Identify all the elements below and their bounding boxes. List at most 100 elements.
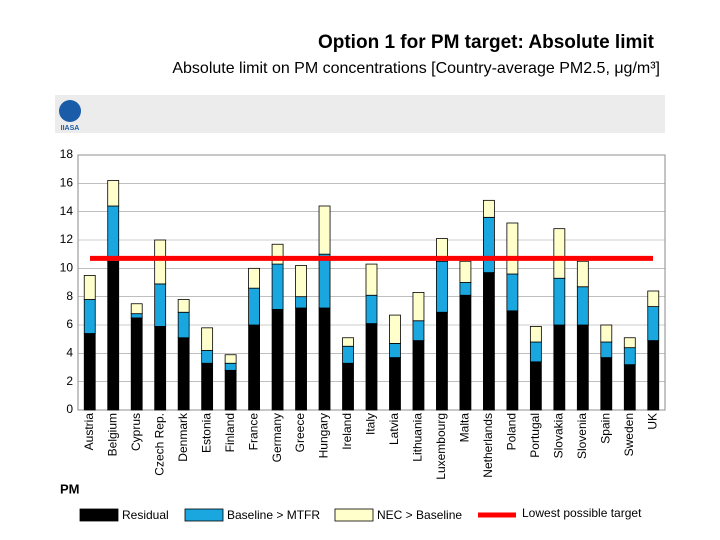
x-tick-label: Latvia (387, 413, 401, 445)
x-tick-label: France (246, 413, 260, 451)
y-tick-label: 18 (60, 147, 74, 161)
bar-segment (482, 216, 495, 273)
bar-segment (623, 364, 636, 411)
bar-segment (271, 309, 284, 411)
bar-segment (248, 267, 261, 289)
bar-segment (342, 337, 354, 347)
bar-segment (412, 320, 425, 341)
header-band (55, 95, 665, 133)
bar-segment (647, 340, 660, 411)
x-tick-label: Spain (598, 413, 612, 444)
bar-segment (318, 205, 331, 255)
bar-segment (365, 323, 378, 411)
bar-segment (154, 326, 167, 411)
bar-segment (271, 263, 284, 310)
bar-segment (130, 317, 143, 411)
x-tick-label: Czech Rep. (152, 413, 166, 476)
x-tick-label: Greece (293, 413, 307, 453)
bar-segment (600, 357, 613, 411)
bar-segment (224, 369, 237, 411)
legend-label: Baseline > MTFR (227, 508, 320, 522)
bar-segment (482, 199, 495, 218)
legend-label: Lowest possible target (522, 506, 642, 520)
bar-segment (365, 263, 378, 296)
y-tick-label: 16 (60, 176, 74, 190)
bar-segment (506, 222, 519, 275)
bar-segment (553, 277, 566, 326)
bar-segment (318, 307, 331, 411)
bar-segment (177, 337, 190, 411)
bar-segment (459, 260, 472, 283)
chart-subtitle: Absolute limit on PM concentrations [Cou… (172, 60, 660, 77)
y-tick-label: 12 (60, 232, 74, 246)
bar-segment (154, 283, 167, 327)
bar-segment (389, 357, 401, 411)
bar-segment (506, 273, 519, 312)
legend-swatch (79, 508, 119, 522)
bar-segment (459, 294, 472, 411)
bar-segment (130, 303, 143, 315)
bar-segment (83, 275, 96, 300)
y-tick-label: 6 (66, 317, 73, 331)
legend-label: NEC > Baseline (377, 508, 462, 522)
legend-swatch (334, 508, 374, 522)
bar-segment (600, 324, 613, 343)
bar-segment (83, 299, 96, 334)
x-tick-label: Estonia (199, 413, 213, 453)
bar-segment (436, 311, 448, 411)
bar-segment (412, 292, 425, 322)
bar-segment (295, 265, 307, 298)
legend-label: Residual (122, 508, 169, 522)
bar-segment (224, 362, 237, 371)
bar-segment (342, 362, 354, 411)
x-tick-label: Slovakia (552, 413, 566, 459)
bar-segment (389, 343, 401, 358)
bar-segment (201, 350, 214, 364)
bar-segment (248, 287, 261, 326)
bar-segment (576, 260, 589, 288)
x-tick-label: Denmark (176, 412, 190, 462)
y-tick-label: 0 (66, 402, 73, 416)
bar-segment (576, 324, 589, 411)
bar-segment (529, 341, 542, 363)
x-tick-label: Portugal (528, 413, 542, 458)
bar-segment (623, 337, 636, 349)
bar-segment (553, 228, 566, 279)
bar-segment (177, 299, 190, 313)
bar-segment (482, 272, 495, 411)
bar-segment (459, 282, 472, 296)
y-tick-label: 10 (60, 261, 74, 275)
bar-segment (107, 180, 120, 207)
bar-segment (647, 290, 660, 307)
legend-swatch (184, 508, 224, 522)
bar-segment (271, 243, 284, 265)
x-tick-label: UK (645, 413, 659, 430)
bar-segment (365, 294, 378, 324)
bar-segment (436, 260, 448, 313)
x-tick-label: Malta (458, 413, 472, 443)
chart-title: Option 1 for PM target: Absolute limit (318, 32, 655, 53)
bar-segment (576, 286, 589, 326)
bar-segment (506, 310, 519, 411)
x-tick-label: Hungary (317, 413, 331, 458)
bar-segment (623, 347, 636, 366)
x-tick-label: Sweden (622, 413, 636, 456)
bar-segment (647, 306, 660, 341)
x-tick-label: Poland (505, 413, 519, 450)
x-tick-label: Germany (270, 413, 284, 462)
bar-segment (412, 340, 425, 411)
bar-segment (389, 314, 401, 344)
bar-segment (342, 345, 354, 364)
axis-label: PM (60, 481, 80, 496)
bar-segment (107, 205, 120, 262)
x-tick-label: Italy (364, 413, 378, 435)
bar-segment (154, 239, 167, 285)
logo-text: IIASA (61, 125, 80, 132)
x-tick-label: Finland (223, 413, 237, 452)
bar-segment (130, 313, 143, 319)
y-tick-label: 2 (66, 374, 73, 388)
bar-segment (83, 333, 96, 411)
logo-mark (59, 100, 81, 122)
x-tick-label: Austria (82, 413, 96, 451)
bar-segment (295, 307, 307, 411)
